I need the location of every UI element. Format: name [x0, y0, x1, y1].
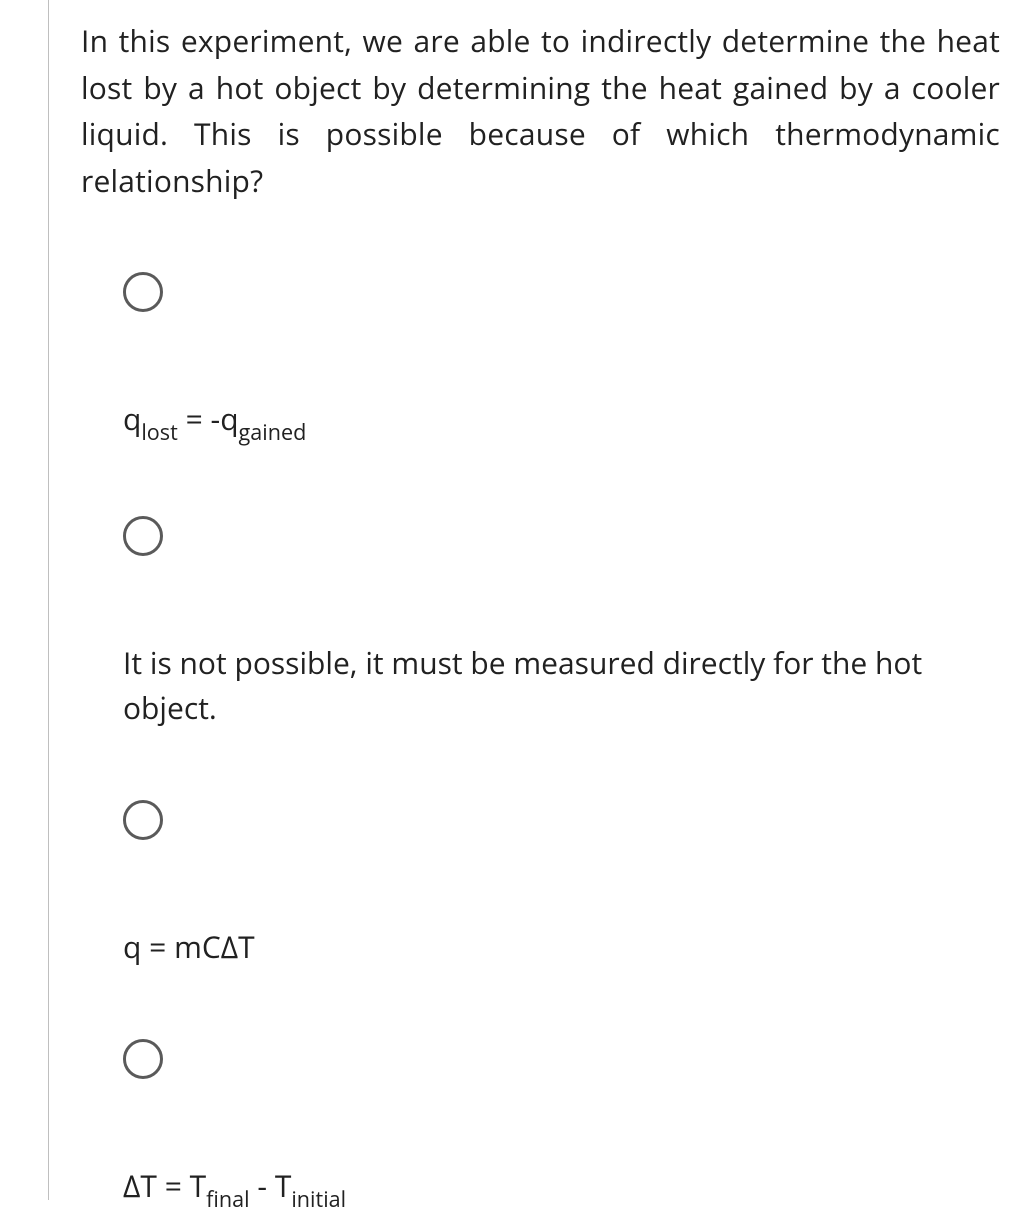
- formula-subscript: final: [206, 1185, 249, 1214]
- radio-button[interactable]: [123, 800, 163, 840]
- option-3-text: q = mCΔT: [123, 924, 1000, 969]
- option-3: q = mCΔT: [123, 800, 1000, 969]
- radio-button[interactable]: [123, 516, 163, 556]
- formula-part: = -q: [178, 398, 239, 439]
- radio-button[interactable]: [123, 1039, 163, 1079]
- formula-part: ΔT = T: [123, 1165, 206, 1206]
- formula-subscript: initial: [291, 1185, 346, 1214]
- option-1-text: qlost = -qgained: [123, 396, 1000, 446]
- option-4: ΔT = Tfinal - Tinitial: [123, 1039, 1000, 1213]
- option-2: It is not possible, it must be measured …: [123, 516, 1000, 730]
- option-2-text: It is not possible, it must be measured …: [123, 640, 1000, 730]
- formula-part: q: [123, 398, 141, 439]
- formula-subscript: lost: [141, 418, 177, 447]
- question-text: In this experiment, we are able to indir…: [81, 18, 1000, 204]
- option-1: qlost = -qgained: [123, 272, 1000, 446]
- question-container: In this experiment, we are able to indir…: [48, 0, 1036, 1200]
- radio-button[interactable]: [123, 272, 163, 312]
- formula-subscript: gained: [239, 418, 307, 447]
- formula-part: - T: [250, 1165, 292, 1206]
- option-4-text: ΔT = Tfinal - Tinitial: [123, 1163, 1000, 1213]
